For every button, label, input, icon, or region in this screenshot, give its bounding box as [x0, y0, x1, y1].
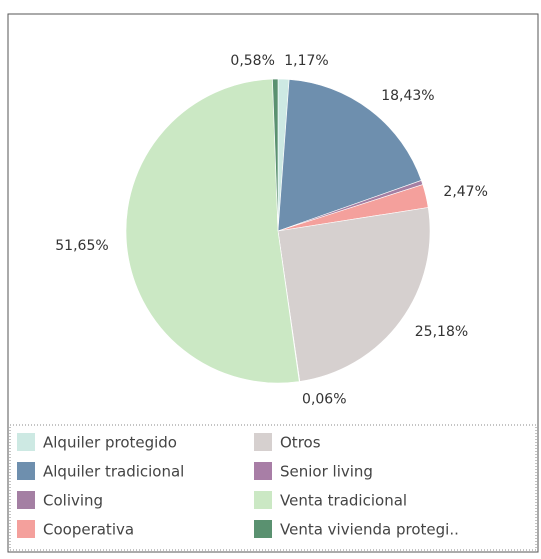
pie-slice [125, 78, 300, 384]
legend-label: Alquiler protegido [43, 434, 177, 452]
legend-label: Coliving [43, 492, 103, 510]
pie-slice [272, 78, 279, 232]
data-label: 18,43% [381, 88, 434, 104]
legend-label: Cooperativa [43, 521, 134, 539]
legend-label: Otros [280, 434, 321, 452]
legend-swatch [254, 520, 272, 538]
pie-slice [277, 79, 422, 232]
legend-box [9, 424, 537, 551]
legend-label: Senior living [280, 463, 373, 481]
legend-swatch [254, 491, 272, 509]
data-label: 0,06% [302, 391, 346, 407]
legend-swatch [254, 433, 272, 451]
legend-swatch [17, 491, 35, 509]
data-label: 25,18% [415, 324, 468, 340]
data-label: 51,65% [55, 238, 108, 254]
legend-swatch [254, 462, 272, 480]
legend-label: Alquiler tradicional [43, 463, 184, 481]
data-label: 0,58% [230, 53, 274, 69]
legend-swatch [17, 462, 35, 480]
data-label: 2,47% [443, 184, 487, 200]
data-label: 1,17% [284, 53, 328, 69]
pie-slice [277, 207, 431, 382]
legend-label: Venta tradicional [280, 492, 407, 510]
legend-swatch [17, 520, 35, 538]
legend-swatch [17, 433, 35, 451]
frame [7, 13, 539, 553]
legend-label: Venta vivienda protegi.. [280, 521, 459, 539]
